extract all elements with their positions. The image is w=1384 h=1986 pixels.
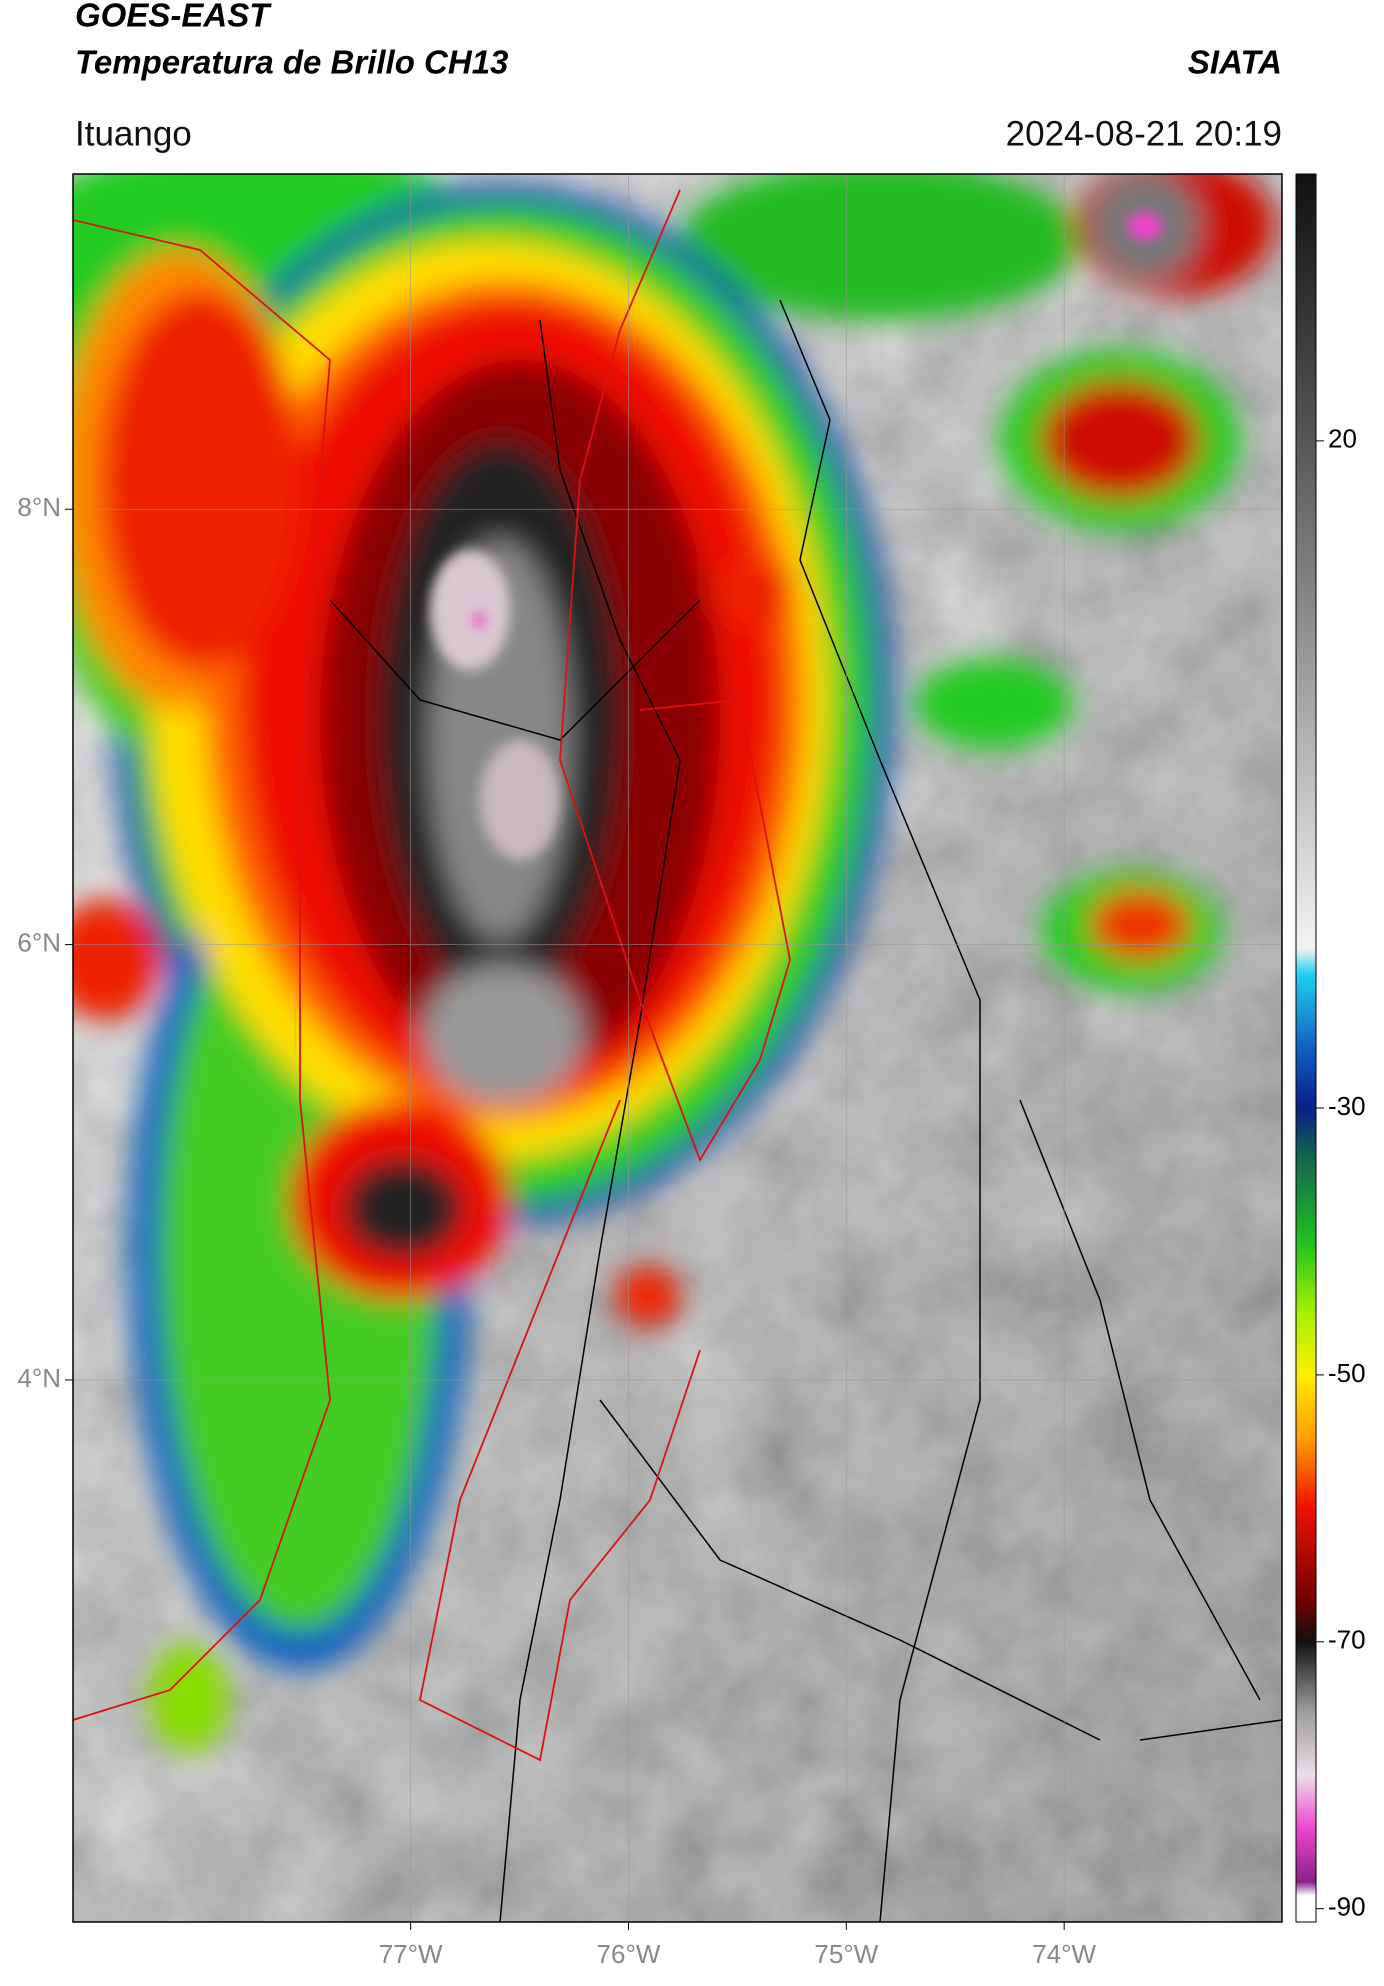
subtitle: Temperatura de Brillo CH13 bbox=[75, 44, 508, 81]
x-tick-label: 75°W bbox=[814, 1939, 878, 1969]
colorbar-tick-label: -50 bbox=[1328, 1358, 1366, 1388]
x-tick-label: 76°W bbox=[597, 1939, 661, 1969]
map-frame bbox=[72, 173, 1283, 1923]
title: GOES-EAST bbox=[75, 0, 272, 34]
colorbar-tick-label: -30 bbox=[1328, 1091, 1366, 1121]
x-tick-label: 77°W bbox=[379, 1939, 443, 1969]
colorbar-tick-label: -70 bbox=[1328, 1625, 1366, 1655]
y-tick-label: 4°N bbox=[17, 1363, 61, 1393]
colorbar bbox=[1295, 173, 1317, 1923]
y-tick-label: 8°N bbox=[17, 492, 61, 522]
x-tick-label: 74°W bbox=[1032, 1939, 1096, 1969]
grid bbox=[73, 174, 1282, 1922]
colorbar-tick-label: 20 bbox=[1328, 424, 1357, 454]
satellite-image bbox=[73, 174, 1282, 1922]
timestamp: 2024-08-21 20:19 bbox=[1006, 114, 1282, 153]
colorbar-tick-label: -90 bbox=[1328, 1892, 1366, 1922]
source: SIATA bbox=[1188, 44, 1282, 81]
location: Ituango bbox=[75, 114, 192, 153]
y-tick-label: 6°N bbox=[17, 927, 61, 957]
